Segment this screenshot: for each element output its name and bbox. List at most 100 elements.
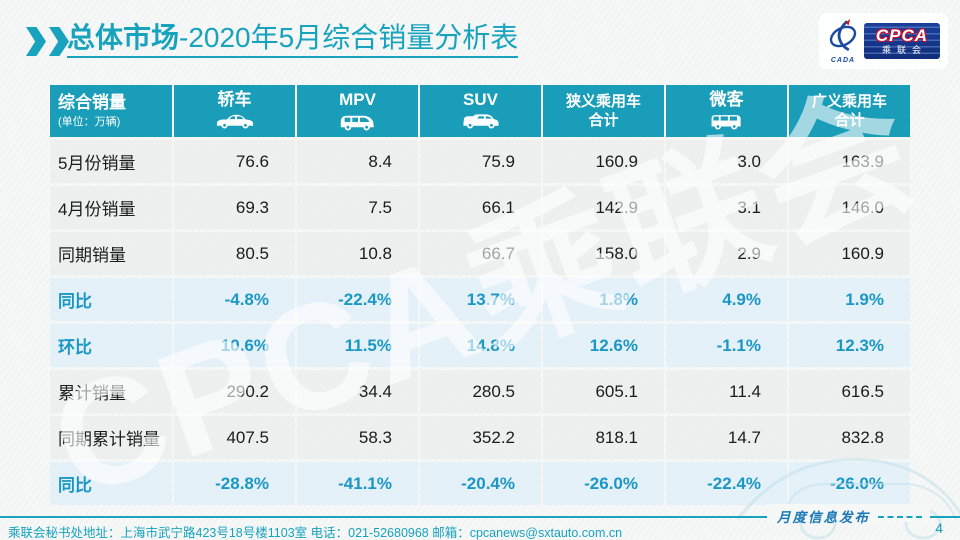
- value-cell: 616.5: [789, 370, 910, 413]
- page-number: 4: [935, 520, 943, 536]
- value-cell: 12.6%: [543, 324, 664, 367]
- value-cell: 8.4: [297, 140, 418, 183]
- footer-address: 乘联会秘书处地址：上海市武宁路423号18号楼1103室 电话：021-5268…: [8, 526, 623, 540]
- column-header-5: 广义乘用车 合计: [789, 85, 910, 137]
- table-row: 同期销量 80.5 10.8 66.7 158.0 2.9 160.9: [50, 232, 910, 275]
- value-cell: -22.4%: [297, 278, 418, 321]
- value-cell: 160.9: [543, 140, 664, 183]
- table-body: 5月份销量 76.6 8.4 75.9 160.9 3.0 163.9 4月份销量 69.3 7.…: [50, 140, 910, 505]
- cpca-chinese-name: 乘联会: [881, 45, 927, 56]
- value-cell: -20.4%: [420, 462, 541, 505]
- cada-label: CADA: [830, 57, 856, 64]
- value-cell: 605.1: [543, 370, 664, 413]
- value-cell: 818.1: [543, 416, 664, 459]
- column-label: 微客: [709, 90, 744, 110]
- table-row: 5月份销量 76.6 8.4 75.9 160.9 3.0 163.9: [50, 140, 910, 183]
- corner-title: 综合销量: [58, 93, 126, 113]
- value-cell: 66.7: [420, 232, 541, 275]
- column-label-line2: 合计: [834, 112, 865, 129]
- value-cell: 146.0: [789, 186, 910, 229]
- cpca-emblem-icon: CADA: [827, 18, 859, 64]
- value-cell: 76.6: [174, 140, 295, 183]
- row-label: 同比: [50, 462, 172, 505]
- table-row: 同比 -4.8% -22.4% 13.7% 1.8% 4.9% 1.9%: [50, 278, 910, 321]
- value-cell: -22.4%: [666, 462, 787, 505]
- value-cell: 142.9: [543, 186, 664, 229]
- table-row: 累计销量 290.2 34.4 280.5 605.1 11.4 616.5: [50, 370, 910, 413]
- value-cell: 66.1: [420, 186, 541, 229]
- row-label: 同期销量: [50, 232, 172, 275]
- value-cell: -1.1%: [666, 324, 787, 367]
- value-cell: 4.9%: [666, 278, 787, 321]
- sales-table: 综合销量 (单位：万辆) 轿车 MPV SUV 狭义乘用车合计 微客 广义乘用车合…: [48, 82, 912, 508]
- value-cell: -28.8%: [174, 462, 295, 505]
- value-cell: 80.5: [174, 232, 295, 275]
- column-label-line2: 合计: [588, 112, 619, 129]
- release-label: 月度信息发布: [767, 504, 930, 525]
- value-cell: 12.3%: [789, 324, 910, 367]
- value-cell: 2.9: [666, 232, 787, 275]
- cpca-logo: CADA CPCA 乘联会: [819, 13, 948, 69]
- footer-divider: [0, 516, 960, 518]
- table-row: 同比 -28.8% -41.1% -20.4% -26.0% -22.4% -26.0%: [50, 462, 910, 505]
- table-row: 4月份销量 69.3 7.5 66.1 142.9 3.1 146.0: [50, 186, 910, 229]
- value-cell: 11.4: [666, 370, 787, 413]
- page-title-rest: -2020年5月综合销量分析表: [179, 22, 519, 53]
- value-cell: -4.8%: [174, 278, 295, 321]
- page-title-highlight: 总体市场: [67, 22, 180, 53]
- value-cell: 163.9: [789, 140, 910, 183]
- value-cell: 280.5: [420, 370, 541, 413]
- column-label: 狭义乘用车: [565, 92, 641, 110]
- value-cell: 290.2: [174, 370, 295, 413]
- value-cell: 1.8%: [543, 278, 664, 321]
- value-cell: 10.8: [297, 232, 418, 275]
- column-header-1: MPV: [297, 85, 418, 137]
- column-header-3: 狭义乘用车 合计: [543, 85, 664, 137]
- value-cell: 160.9: [789, 232, 910, 275]
- row-label: 同期累计销量: [50, 416, 172, 459]
- cpca-logo-box: CPCA 乘联会: [864, 23, 940, 59]
- corner-unit: (单位：万辆): [58, 115, 121, 128]
- row-label: 累计销量: [50, 370, 172, 413]
- page-title: 总体市场-2020年5月综合销量分析表: [67, 22, 519, 59]
- value-cell: 69.3: [174, 186, 295, 229]
- row-label: 环比: [50, 324, 172, 367]
- mpv-icon: [297, 111, 418, 132]
- value-cell: 11.5%: [297, 324, 418, 367]
- column-label: 轿车: [217, 90, 252, 110]
- value-cell: 58.3: [297, 416, 418, 459]
- row-label: 5月份销量: [50, 140, 172, 183]
- value-cell: -26.0%: [543, 462, 664, 505]
- column-header-0: 轿车: [174, 85, 295, 137]
- cpca-wordmark: CPCA: [875, 26, 929, 46]
- column-label: SUV: [463, 90, 498, 110]
- value-cell: 3.0: [666, 140, 787, 183]
- table-row: 环比 10.6% 11.5% 14.8% 12.6% -1.1% 12.3%: [50, 324, 910, 367]
- corner-header-cell: 综合销量 (单位：万辆): [50, 85, 172, 137]
- table-header: 综合销量 (单位：万辆) 轿车 MPV SUV 狭义乘用车合计 微客 广义乘用车合…: [50, 85, 910, 137]
- header-row: 综合销量 (单位：万辆) 轿车 MPV SUV 狭义乘用车合计 微客 广义乘用车合…: [50, 85, 910, 137]
- value-cell: -41.1%: [297, 462, 418, 505]
- value-cell: 1.9%: [789, 278, 910, 321]
- column-header-2: SUV: [420, 85, 541, 137]
- value-cell: 34.4: [297, 370, 418, 413]
- suv-icon: [420, 111, 541, 132]
- sedan-icon: [174, 111, 295, 132]
- value-cell: 75.9: [420, 140, 541, 183]
- microvan-icon: [666, 111, 787, 132]
- value-cell: 14.8%: [420, 324, 541, 367]
- value-cell: 10.6%: [174, 324, 295, 367]
- column-label: 广义乘用车: [811, 92, 887, 110]
- value-cell: 14.7: [666, 416, 787, 459]
- value-cell: 407.5: [174, 416, 295, 459]
- column-header-4: 微客: [666, 85, 787, 137]
- column-label: MPV: [339, 90, 376, 110]
- value-cell: 13.7%: [420, 278, 541, 321]
- value-cell: 3.1: [666, 186, 787, 229]
- row-label: 4月份销量: [50, 186, 172, 229]
- double-chevron-icon: [26, 27, 69, 56]
- row-label: 同比: [50, 278, 172, 321]
- value-cell: 158.0: [543, 232, 664, 275]
- value-cell: 352.2: [420, 416, 541, 459]
